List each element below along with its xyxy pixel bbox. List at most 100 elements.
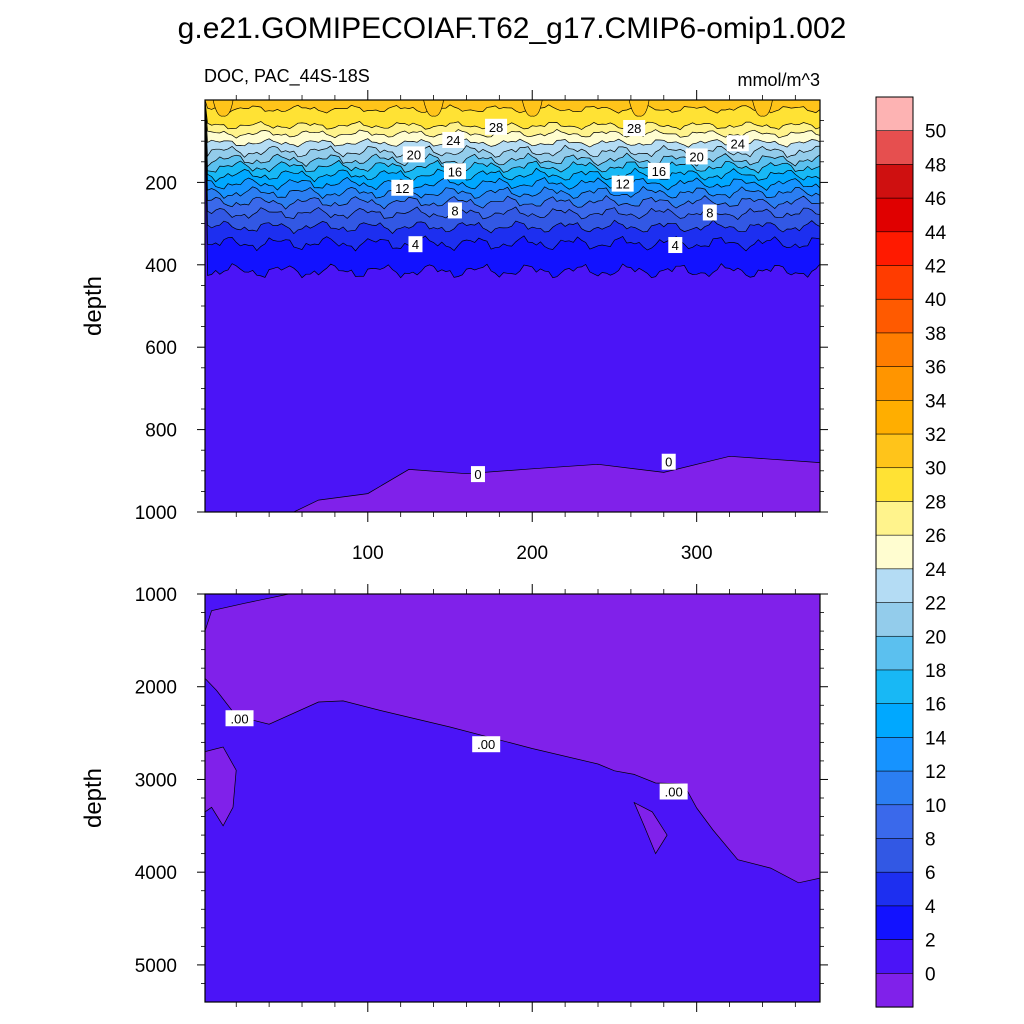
contour-label: 20 [402,146,425,163]
colorbar-swatch [875,164,914,199]
colorbar-label: 42 [925,257,946,278]
colorbar-swatch [875,568,914,604]
colorbar-swatch [875,635,914,671]
svg-text:0: 0 [665,455,672,470]
colorbar-label: 30 [925,459,946,480]
svg-text:.00: .00 [230,711,248,726]
band-level-30 [205,100,820,114]
colorbar-swatch [875,669,914,705]
contour-label: 12 [611,175,634,192]
colorbar-swatch [875,770,914,806]
y-tick-label: 4000 [135,863,177,884]
colorbar-label: 28 [925,492,946,513]
colorbar-swatch [875,96,914,132]
contour-label: .00 [225,710,254,727]
colorbar-label: 24 [925,560,947,581]
colorbar-swatch [875,467,914,503]
contour-label: .00 [659,783,688,800]
y-tick-label: 1000 [135,503,177,524]
svg-text:20: 20 [407,147,421,162]
colorbar-label: 40 [925,290,946,311]
contour-label: .00 [472,736,501,753]
colorbar-swatch [875,939,914,974]
colorbar-label: 36 [925,358,946,379]
contour-label: 8 [702,204,717,221]
contour-label: 28 [485,118,508,135]
svg-text:12: 12 [615,177,629,192]
contour-label: 4 [408,236,423,253]
surface-patch [212,100,234,117]
shallow-patch [205,594,289,632]
contour-label: 16 [443,163,466,180]
colorbar-label: 0 [925,964,936,985]
lower-y-axis-title: depth [80,768,107,828]
colorbar-label: 12 [925,762,946,783]
colorbar-label: 2 [925,931,936,952]
colorbar-swatch [875,265,914,300]
band-below-zero [205,455,820,512]
colorbar-label: 18 [925,661,946,682]
svg-text:28: 28 [489,120,503,135]
svg-text:4: 4 [412,237,419,252]
svg-text:16: 16 [448,164,462,179]
svg-text:24: 24 [731,136,745,151]
contour-label: 24 [442,131,465,148]
colorbar-label: 50 [925,122,946,143]
band-below-zero [205,594,820,884]
contour-label: 16 [647,162,670,179]
svg-text:28: 28 [627,121,641,136]
side-patch [205,746,237,827]
surface-patch [752,100,773,117]
colorbar-swatch [875,534,914,570]
colorbar-label: 38 [925,324,946,345]
colorbar-label: 32 [925,425,946,446]
colorbar-label: 34 [925,391,947,412]
svg-text:16: 16 [652,164,666,179]
y-tick-label: 400 [145,256,177,277]
x-tick-label: 200 [516,543,548,564]
y-tick-label: 3000 [135,770,177,791]
upper-y-axis-title: depth [80,276,107,336]
svg-text:0: 0 [474,467,481,482]
contour-label: 28 [623,120,646,136]
lower-panel: .00 .00 .00 1000 2000 3000 4000 5000 depth [80,584,828,1012]
y-tick-label: 800 [145,421,177,442]
colorbar-label: 44 [925,223,947,244]
colorbar-label: 26 [925,526,946,547]
colorbar-swatch [875,972,914,1008]
colorbar-swatch [875,737,914,772]
contour-label: 24 [726,135,749,152]
contour-label: 4 [668,237,683,254]
surface-patch [423,100,444,117]
right-subtitle: mmol/m^3 [738,70,820,90]
colorbar-label: 20 [925,627,946,648]
colorbar-swatch [875,433,914,469]
deep-pocket [633,801,668,855]
x-tick-label: 100 [352,543,384,564]
colorbar-swatch [875,400,914,435]
contour-label: 0 [661,453,676,470]
left-subtitle: DOC, PAC_44S-18S [204,66,370,87]
colorbar-swatch [875,298,914,334]
colorbar-label: 48 [925,155,946,176]
colorbar-label: 46 [925,189,946,210]
colorbar-label: 10 [925,796,946,817]
colorbar-swatch [875,871,914,907]
contour-label: 20 [685,148,708,165]
contour-label: 12 [391,179,414,196]
colorbar-label: 16 [925,695,946,716]
svg-text:.00: .00 [665,785,683,800]
figure-title: g.e21.GOMIPECOIAF.T62_g17.CMIP6-omip1.00… [178,12,847,45]
svg-text:8: 8 [451,203,458,218]
svg-text:4: 4 [672,238,679,253]
colorbar-swatch [875,804,914,840]
y-tick-label: 2000 [135,678,177,699]
colorbar-swatch [875,501,914,536]
colorbar-label: 4 [925,897,936,918]
colorbar: 5048464442403836343230282624222018161412… [875,96,947,1008]
svg-text:12: 12 [395,181,409,196]
colorbar-swatch [875,231,914,267]
y-tick-label: 200 [145,173,177,194]
